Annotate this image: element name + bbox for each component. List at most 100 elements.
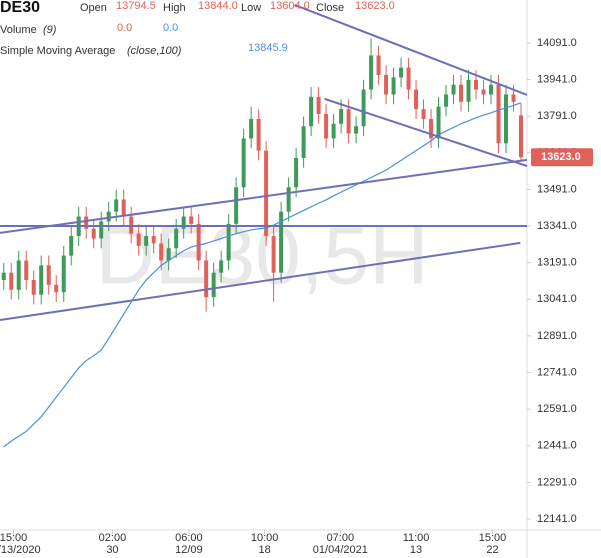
candle-body (489, 84, 494, 95)
price-tag (531, 148, 593, 167)
candle-body (339, 109, 344, 124)
candle-body (69, 236, 74, 256)
x-date-label: 11/13/2020 (0, 544, 41, 556)
candle-body (519, 115, 524, 158)
candle-body (241, 138, 246, 188)
trendline (324, 97, 528, 167)
legend-value: 13604.0 (270, 0, 310, 12)
candle-body (144, 236, 149, 246)
trendline (0, 158, 528, 234)
candle-body (406, 67, 411, 90)
candle-body (249, 118, 254, 139)
legend-label: Close (316, 2, 344, 14)
candle-body (436, 106, 441, 139)
candle-body (211, 272, 216, 298)
candle-body (496, 84, 501, 144)
candle-body (279, 211, 284, 273)
y-tick-label: 13791.0 (537, 110, 577, 122)
y-tick-label: 12141.0 (537, 513, 577, 525)
trendline (0, 241, 521, 322)
legend-param: (close,100) (127, 45, 182, 57)
candle-body (466, 79, 471, 102)
y-tick-label: 12891.0 (537, 330, 577, 342)
candle-body (376, 55, 381, 75)
trendline (294, 3, 528, 96)
y-tick-label: 12741.0 (537, 366, 577, 378)
candle-body (421, 109, 426, 119)
candle-body (46, 265, 51, 285)
candle-body (429, 118, 434, 139)
candle-body (166, 248, 171, 261)
candle-body (444, 94, 449, 107)
legend-value: 13845.9 (248, 42, 288, 54)
candle-body (24, 260, 29, 281)
x-date-label: 22 (486, 544, 498, 556)
legend-label: Simple Moving Average (0, 45, 115, 57)
legend-value: 13794.5 (116, 0, 156, 12)
x-date-label: 13 (410, 544, 422, 556)
watermark: DE30,5H (96, 211, 429, 302)
candle-body (346, 109, 351, 134)
legend-value: 13844.0 (198, 0, 238, 12)
candle-body (31, 280, 36, 295)
candle-body (61, 255, 66, 293)
legend-label: Open (80, 2, 107, 14)
y-tick-label: 13941.0 (537, 73, 577, 85)
candle-body (324, 114, 329, 139)
x-tick-label: 02:00 (99, 532, 127, 544)
legend-param: (9) (43, 24, 57, 36)
candle-body (226, 223, 231, 261)
legend-value: 0.0 (163, 22, 178, 34)
x-tick-label: 11:00 (403, 532, 430, 544)
legend-label: Volume (0, 24, 37, 36)
candle-body (301, 126, 306, 158)
legend-label: Low (241, 2, 261, 14)
candle-body (354, 126, 359, 134)
candle-body (106, 211, 111, 222)
candle-body (451, 84, 456, 95)
candle-body (189, 216, 194, 224)
x-tick-label: 15:00 (479, 532, 507, 544)
price-tag-label: 13623.0 (541, 151, 581, 163)
candle-body (54, 284, 59, 293)
y-tick-label: 13041.0 (537, 293, 577, 305)
candle-body (414, 89, 419, 110)
candle-body (271, 236, 276, 273)
candle-body (316, 96, 321, 115)
y-tick-label: 12441.0 (537, 440, 577, 452)
y-tick-label: 13491.0 (537, 183, 577, 195)
y-tick-label: 13191.0 (537, 257, 577, 269)
y-tick-label: 12591.0 (537, 403, 577, 415)
candle-body (361, 89, 366, 127)
candle-body (114, 199, 119, 212)
y-tick-label: 13341.0 (537, 220, 577, 232)
candle-body (294, 157, 299, 188)
legend-value: 0.0 (117, 22, 132, 34)
candle-body (391, 77, 396, 95)
candle-body (384, 74, 389, 95)
x-date-label: 01/04/2021 (313, 544, 368, 556)
candle-body (286, 187, 291, 212)
x-tick-label: 10:00 (251, 532, 279, 544)
candle-body (174, 228, 179, 249)
candle-body (39, 265, 44, 295)
candle-body (91, 228, 96, 239)
candle-body (181, 216, 186, 229)
candle-body (196, 223, 201, 261)
legend-label: High (163, 2, 186, 14)
x-tick-label: 15:00 (0, 532, 27, 544)
sma-line (3, 102, 522, 448)
candle-body (369, 55, 374, 90)
candle-body (331, 123, 336, 139)
candle-body (121, 199, 126, 217)
candle-body (511, 94, 516, 102)
candle-body (399, 67, 404, 78)
candle-body (99, 221, 104, 239)
candle-body (9, 272, 14, 290)
x-date-label: 30 (106, 544, 118, 556)
x-tick-label: 06:00 (175, 532, 203, 544)
y-tick-label: 14091.0 (537, 37, 577, 49)
candle-body (151, 236, 156, 244)
x-tick-label: 07:00 (327, 532, 355, 544)
candle-body (1, 272, 6, 281)
